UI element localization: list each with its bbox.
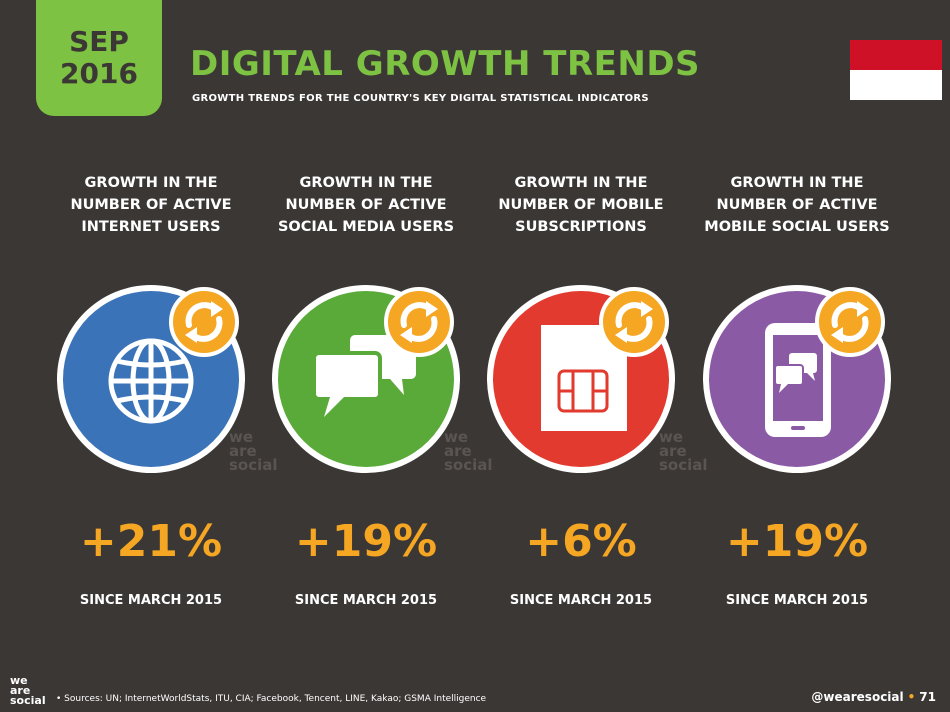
flag-white-stripe [850,70,942,100]
indicator-since: SINCE MARCH 2015 [79,593,223,608]
indicator-social-media-users: GROWTH IN THE NUMBER OF ACTIVE SOCIAL ME… [259,0,493,712]
sim-card-icon [541,325,627,431]
indicator-mobile-social-users: GROWTH IN THE NUMBER OF ACTIVE MOBILE SO… [690,0,904,712]
watermark-line: are [444,442,472,460]
watermark-line: we [659,428,684,446]
heading-line: SOCIAL MEDIA USERS [277,219,455,235]
heading-line: GROWTH IN THE [84,175,218,191]
indicator-since: SINCE MARCH 2015 [509,593,653,608]
indicator-circle [57,285,245,473]
footer-right: @wearesocial • 71 [811,690,936,704]
heading-line: SUBSCRIPTIONS [515,219,647,235]
indicator-internet-users: GROWTH IN THE NUMBER OF ACTIVE INTERNET … [44,0,278,712]
refresh-badge-icon [599,287,669,357]
indicator-since: SINCE MARCH 2015 [725,593,869,608]
date-month: SEP [69,25,129,58]
indicator-circle [272,285,460,473]
watermark-line: we [229,428,254,446]
watermark-line: social [444,456,493,474]
watermark-line: are [659,442,687,460]
refresh-badge-icon [384,287,454,357]
indicator-since: SINCE MARCH 2015 [294,593,438,608]
indicator-heading: GROWTH IN THE NUMBER OF ACTIVE SOCIAL ME… [259,172,473,238]
flag-red-stripe [850,40,942,70]
date-year: 2016 [60,57,138,90]
watermark-line: social [659,456,708,474]
indicator-value: +19% [725,516,869,567]
watermark-line: are [229,442,257,460]
indicator-mobile-subscriptions: GROWTH IN THE NUMBER OF MOBILE SUBSCRIPT… [474,0,708,712]
heading-line: GROWTH IN THE [730,175,864,191]
indicator-heading: GROWTH IN THE NUMBER OF MOBILE SUBSCRIPT… [474,172,688,238]
logo-line: are [10,684,31,697]
page-subtitle: GROWTH TRENDS FOR THE COUNTRY'S KEY DIGI… [192,93,649,104]
footer-sources: • Sources: UN; InternetWorldStats, ITU, … [56,694,487,704]
separator-dot: • [907,690,916,704]
refresh-badge-icon [169,287,239,357]
indicator-value: +19% [294,516,438,567]
heading-line: NUMBER OF ACTIVE [70,197,232,213]
indicator-heading: GROWTH IN THE NUMBER OF ACTIVE MOBILE SO… [690,172,904,238]
page-title: DIGITAL GROWTH TRENDS [190,44,701,84]
indicator-value: +6% [525,516,637,567]
watermark-line: social [229,456,278,474]
globe-icon [108,338,194,424]
heading-line: GROWTH IN THE [514,175,648,191]
mobile-chat-icon [765,323,831,437]
date-badge: SEP 2016 [36,0,162,116]
indicator-heading: GROWTH IN THE NUMBER OF ACTIVE INTERNET … [44,172,258,238]
watermark: we are social [444,428,493,474]
watermark: we are social [659,428,708,474]
indicator-value: +21% [79,516,223,567]
indicator-circle [703,285,891,473]
heading-line: INTERNET USERS [81,219,221,235]
footer-logo: we are social [10,674,46,707]
logo-line: social [10,694,46,707]
heading-line: MOBILE SOCIAL USERS [704,219,890,235]
social-handle[interactable]: @wearesocial [811,690,904,704]
indonesia-flag [850,40,942,100]
refresh-badge-icon [815,287,885,357]
watermark-line: we [444,428,469,446]
heading-line: NUMBER OF ACTIVE [716,197,878,213]
logo-line: we [10,674,28,687]
heading-line: NUMBER OF MOBILE [498,197,664,213]
page-number: 71 [919,690,936,704]
heading-line: GROWTH IN THE [299,175,433,191]
heading-line: NUMBER OF ACTIVE [285,197,447,213]
indicator-circle [487,285,675,473]
watermark: we are social [229,428,278,474]
